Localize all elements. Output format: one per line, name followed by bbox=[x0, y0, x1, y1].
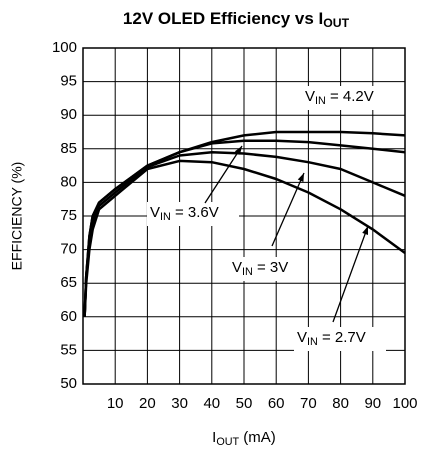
text-rest: = 2.7V bbox=[318, 329, 366, 346]
y-tick-label: 90 bbox=[60, 106, 77, 123]
annotation-arrow bbox=[332, 225, 369, 323]
text-rest: = 3.6V bbox=[171, 204, 219, 221]
y-tick-label: 85 bbox=[60, 140, 77, 157]
text-main: V bbox=[150, 204, 160, 221]
text-rest: (mA) bbox=[239, 429, 276, 446]
text-main: V bbox=[232, 259, 242, 276]
text-rest: = 3V bbox=[253, 259, 288, 276]
text-main: I bbox=[212, 429, 216, 446]
y-tick-label: 80 bbox=[60, 173, 77, 190]
y-tick-label: 50 bbox=[60, 375, 77, 392]
y-tick-label: 95 bbox=[60, 73, 77, 90]
x-tick-label: 50 bbox=[236, 395, 253, 412]
line bbox=[83, 159, 406, 317]
x-tick-label: 90 bbox=[364, 395, 381, 412]
annotation-arrow bbox=[204, 145, 243, 204]
text-subscript: OUT bbox=[323, 16, 349, 30]
x-tick-label: 80 bbox=[332, 395, 349, 412]
series-label: VIN = 4.2V bbox=[305, 88, 374, 107]
text-main: V bbox=[297, 329, 307, 346]
text-subscript: OUT bbox=[216, 436, 239, 448]
chart-title: 12V OLED Efficiency vs IOUT bbox=[123, 9, 350, 30]
text-subscript: IN bbox=[242, 266, 253, 278]
x-tick-label: 40 bbox=[203, 395, 220, 412]
text-subscript: IN bbox=[307, 336, 318, 348]
y-axis-label: EFFICIENCY (%) bbox=[9, 162, 25, 271]
x-tick-label: 60 bbox=[268, 395, 285, 412]
line bbox=[83, 139, 406, 317]
series-label: VIN = 3.6V bbox=[150, 204, 219, 223]
line bbox=[83, 130, 406, 317]
y-tick-label: 60 bbox=[60, 308, 77, 325]
x-tick-label: 100 bbox=[392, 395, 417, 412]
label-background bbox=[147, 202, 239, 226]
arrow-head bbox=[297, 173, 304, 182]
text-subscript: IN bbox=[315, 95, 326, 107]
annotation-arrow bbox=[271, 172, 305, 247]
arrow-head bbox=[234, 146, 242, 155]
label-background bbox=[294, 327, 386, 351]
text-rest: = 4.2V bbox=[326, 88, 374, 105]
label-background bbox=[229, 257, 299, 281]
series-label: VIN = 2.7V bbox=[297, 329, 366, 348]
y-tick-label: 75 bbox=[60, 207, 77, 224]
plot-frame bbox=[82, 47, 406, 385]
x-tick-label: 70 bbox=[300, 395, 317, 412]
text-main: 12V OLED Efficiency vs I bbox=[123, 9, 323, 28]
y-tick-label: 65 bbox=[60, 274, 77, 291]
x-axis-label: IOUT (mA) bbox=[212, 429, 276, 448]
label-background bbox=[302, 86, 394, 110]
y-tick-label: 100 bbox=[52, 39, 77, 56]
x-tick-label: 20 bbox=[139, 395, 156, 412]
arrow-head bbox=[362, 226, 369, 235]
y-tick-label: 70 bbox=[60, 241, 77, 258]
x-tick-label: 30 bbox=[171, 395, 188, 412]
text-subscript: IN bbox=[160, 211, 171, 223]
x-tick-label: 10 bbox=[107, 395, 124, 412]
text-main: V bbox=[305, 88, 315, 105]
series-label: VIN = 3V bbox=[232, 259, 288, 278]
y-tick-label: 55 bbox=[60, 341, 77, 358]
